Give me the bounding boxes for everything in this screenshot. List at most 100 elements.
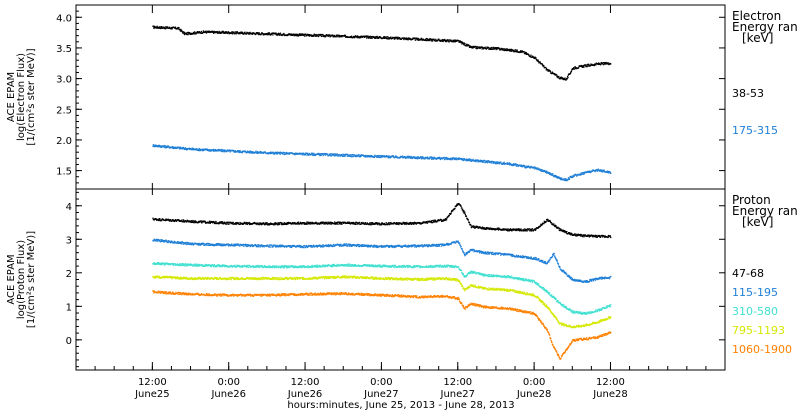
data-point [576, 279, 579, 281]
data-point [442, 158, 444, 160]
data-point [403, 244, 405, 247]
data-point [379, 156, 381, 159]
data-point [553, 174, 556, 177]
data-point [314, 222, 317, 225]
data-point [219, 244, 221, 246]
data-point [325, 35, 327, 37]
data-point [547, 260, 550, 262]
data-point [226, 223, 228, 225]
data-point [561, 230, 564, 232]
data-point [479, 250, 481, 252]
data-point [422, 246, 424, 248]
data-point [426, 245, 429, 248]
data-point [206, 149, 208, 151]
data-point [266, 152, 269, 155]
data-point [385, 36, 387, 38]
data-point [340, 223, 342, 225]
data-point [227, 149, 229, 152]
data-point [437, 245, 439, 247]
data-point [276, 244, 278, 247]
data-point [539, 226, 541, 228]
data-point [158, 218, 160, 220]
data-point [532, 56, 535, 58]
data-point [293, 152, 296, 155]
data-point [217, 32, 219, 35]
data-point [482, 48, 485, 50]
data-point [587, 170, 589, 172]
data-point [247, 244, 249, 246]
data-point [351, 153, 353, 156]
data-point [180, 241, 182, 244]
data-point [297, 221, 300, 223]
data-point [497, 161, 499, 163]
data-point [563, 229, 565, 232]
data-point [591, 235, 594, 237]
data-point [166, 26, 168, 29]
data-point [232, 32, 235, 34]
data-point [376, 156, 378, 158]
data-point [299, 222, 301, 225]
data-point [180, 29, 183, 32]
data-point [466, 158, 469, 161]
data-point [501, 229, 503, 231]
data-point [303, 223, 305, 225]
data-point [361, 245, 363, 247]
data-point [388, 246, 390, 249]
data-point [194, 220, 196, 222]
data-point [543, 261, 545, 264]
data-point [568, 232, 570, 234]
data-point [316, 223, 318, 225]
data-point [569, 276, 571, 279]
data-point [590, 171, 592, 174]
data-point [510, 253, 513, 256]
data-point [390, 36, 392, 38]
data-point [468, 251, 470, 253]
data-point [288, 244, 290, 247]
data-point [378, 246, 380, 248]
data-point [159, 218, 161, 220]
data-point [190, 220, 192, 223]
data-point [384, 36, 386, 38]
data-point [326, 245, 328, 247]
data-point [282, 244, 284, 246]
data-point [473, 227, 476, 229]
data-point [380, 245, 382, 248]
data-point [346, 222, 348, 224]
data-point [225, 221, 227, 224]
data-point [437, 220, 439, 222]
data-point [494, 228, 496, 230]
data-point [473, 159, 475, 162]
data-point [376, 222, 378, 224]
data-point [587, 63, 590, 65]
data-point [583, 236, 585, 238]
data-point [485, 228, 487, 230]
data-point [469, 158, 471, 161]
data-point [503, 254, 505, 256]
data-point [610, 275, 612, 278]
data-point [511, 164, 513, 166]
data-point [454, 207, 456, 209]
data-point [584, 64, 587, 66]
data-point [521, 255, 524, 257]
data-point [201, 243, 203, 245]
data-point [363, 155, 366, 157]
data-point [227, 223, 229, 225]
y-tick-label: 3.0 [56, 75, 72, 86]
data-point [466, 253, 468, 255]
data-point [410, 223, 413, 226]
data-point [185, 243, 187, 245]
data-point [516, 49, 518, 51]
data-point [300, 245, 303, 247]
data-point [348, 221, 350, 223]
data-point [580, 64, 582, 67]
data-point [389, 156, 391, 159]
data-point [453, 39, 455, 42]
data-point [230, 222, 233, 224]
data-point [419, 245, 421, 248]
data-point [374, 246, 376, 248]
data-point [397, 245, 400, 247]
data-point [448, 244, 450, 246]
data-point [401, 246, 403, 248]
data-point [326, 244, 328, 247]
data-point [156, 25, 158, 28]
